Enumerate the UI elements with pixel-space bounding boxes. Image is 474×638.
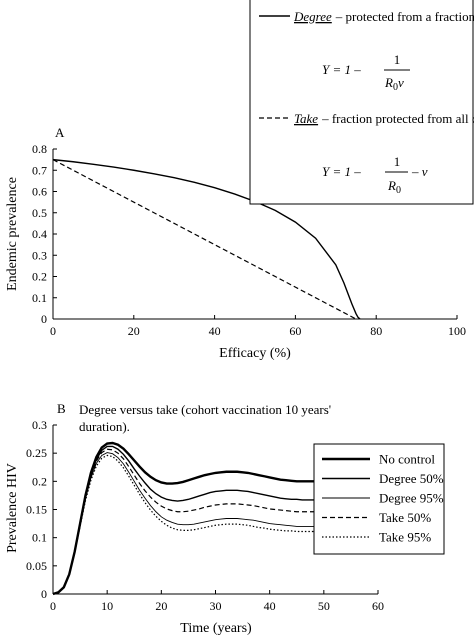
chart-b-y-tick-label: 0	[41, 587, 47, 601]
chart-a-legend-box	[249, 0, 474, 205]
chart-a-y-tick-label: 0	[41, 312, 47, 326]
legend-entry-take: Take– fraction protected from all challe…	[294, 111, 474, 126]
chart-b-y-tick-label: 0.05	[26, 559, 47, 573]
chart-a-y-tick-label: 0.4	[32, 227, 47, 241]
legend-degree-formula: Y = 1 – 1 R0v	[322, 52, 410, 93]
chart-b-series-take-50	[52, 448, 324, 595]
chart-b-y-tick-label: 0.15	[26, 503, 47, 517]
formula-take-tail: – v	[411, 164, 428, 179]
legend-take-formula: Y = 1 – 1 R0 – v	[322, 154, 428, 196]
formula-degree-den-r: R	[384, 75, 393, 90]
formula-degree-den-sub: 0	[393, 82, 398, 93]
chart-b-legend-box	[313, 443, 445, 555]
chart-b-y-tick-label: 0.2	[32, 474, 47, 488]
chart-b-title-line-1: Degree versus take (cohort vaccination 1…	[79, 402, 331, 417]
chart-a-y-tick-label: 0.7	[32, 163, 47, 177]
formula-degree-den-tail: v	[398, 75, 404, 90]
formula-take-lhs: Y = 1 –	[322, 164, 361, 179]
legend-entry-degree: Degree– protected from a fraction of cha…	[293, 9, 474, 24]
chart-b-title-line-2: duration).	[79, 419, 130, 434]
legend-degree-name: Degree	[293, 9, 332, 24]
chart-b-x-tick-label: 40	[264, 599, 276, 613]
chart-a-series-degree	[52, 158, 361, 320]
formula-take-den-sub: 0	[396, 185, 401, 196]
chart-b-x-tick-label: 50	[318, 599, 330, 613]
chart-a-panel-label: A	[55, 125, 65, 140]
formula-degree-denominator: R0v	[384, 75, 404, 93]
chart-a-x-axis-label: Efficacy (%)	[219, 346, 291, 361]
chart-b-x-tick-label: 20	[155, 599, 167, 613]
chart-a-x-tick-label: 0	[50, 324, 56, 338]
chart-a-y-tick-label: 0.6	[32, 185, 47, 199]
chart-b-y-tick-label: 0.3	[32, 418, 47, 432]
formula-take-denominator: R0	[387, 178, 401, 196]
chart-b-panel-label: B	[57, 401, 66, 416]
chart-b-y-axis-label: Prevalence HIV	[5, 463, 20, 553]
chart-b-legend-label-degree-95: Degree 95%	[379, 491, 444, 506]
chart-a-legend: Degree– protected from a fraction of cha…	[249, 0, 474, 205]
chart-a-series-take	[52, 159, 357, 320]
chart-a-y-tick-label: 0.2	[32, 270, 47, 284]
formula-take-den-r: R	[387, 178, 396, 193]
chart-b-legend-label-take-50: Take 50%	[379, 510, 431, 525]
chart-b-legend: No control Degree 50% Degree 95% Take 50% Ta…	[313, 443, 445, 555]
chart-b-x-tick-label: 10	[101, 599, 113, 613]
chart-b-legend-label-degree-50: Degree 50%	[379, 471, 444, 486]
formula-take-numerator: 1	[394, 154, 401, 169]
chart-b-series-degree-50	[52, 445, 324, 595]
chart-b-x-tick-label: 30	[210, 599, 222, 613]
chart-a-y-tick-label: 0.1	[32, 291, 47, 305]
chart-b-x-tick-label: 0	[50, 599, 56, 613]
chart-b-legend-label-take-95: Take 95%	[379, 530, 431, 545]
chart-a-y-tick-label: 0.5	[32, 206, 47, 220]
legend-take-text: – fraction protected from all challenges	[321, 111, 474, 126]
formula-degree-lhs: Y = 1 –	[322, 62, 361, 77]
chart-a-x-tick-label: 60	[289, 324, 301, 338]
chart-b: B Degree versus take (cohort vaccination…	[5, 401, 445, 636]
chart-a: A 0 20 40 60 80 10000.10.20.30.40.50.60.70.8 …	[5, 0, 474, 361]
chart-a-y-tick-label: 0.8	[32, 142, 47, 156]
chart-a-y-tick-label: 0.3	[32, 248, 47, 262]
chart-a-x-tick-label: 80	[370, 324, 382, 338]
legend-degree-text: – protected from a fraction of challenge…	[335, 9, 474, 24]
chart-a-y-axis-label: Endemic prevalence	[5, 177, 20, 291]
chart-b-x-axis-label: Time (years)	[180, 621, 252, 636]
chart-b-y-tick-label: 0.25	[26, 446, 47, 460]
chart-b-x-tick-label: 60	[372, 599, 384, 613]
chart-a-x-tick-label: 100	[448, 324, 466, 338]
chart-b-series-degree-95	[52, 452, 324, 595]
chart-a-x-tick-label: 20	[128, 324, 140, 338]
chart-b-y-tick-label: 0.1	[32, 531, 47, 545]
legend-take-name: Take	[294, 111, 318, 126]
chart-b-series-take-95	[52, 454, 324, 595]
chart-b-legend-label-no-control: No control	[379, 452, 435, 467]
chart-b-series-no-control	[52, 441, 324, 596]
formula-degree-numerator: 1	[394, 52, 401, 67]
chart-a-x-tick-label: 40	[209, 324, 221, 338]
